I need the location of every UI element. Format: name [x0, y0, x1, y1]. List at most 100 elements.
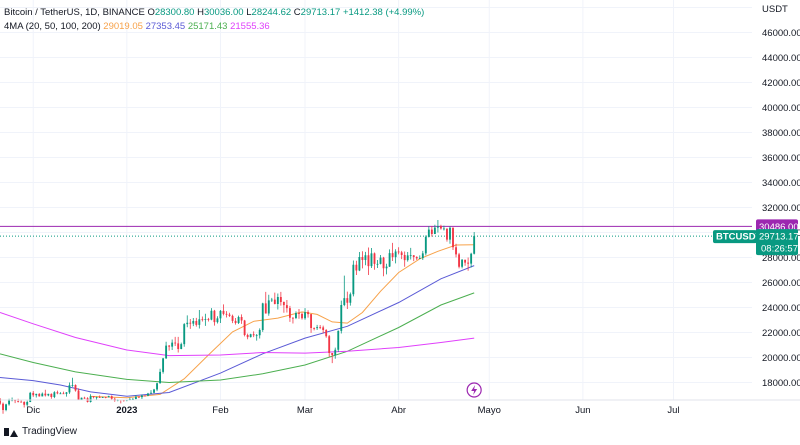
candle-body: [195, 321, 198, 325]
candle-body: [80, 397, 83, 400]
candle-body: [95, 397, 98, 398]
candle-body: [38, 393, 41, 397]
candle: [391, 242, 394, 261]
candle-body: [107, 396, 110, 398]
candle: [316, 324, 319, 330]
candle-body: [331, 353, 334, 356]
x-tick-label: Mar: [297, 405, 313, 416]
candle-body: [225, 313, 228, 315]
candle: [32, 391, 35, 397]
candle: [394, 249, 397, 264]
candle: [198, 310, 201, 329]
candle-body: [201, 319, 204, 321]
symbol-badge-text: BTCUSDT: [716, 232, 762, 243]
candle: [47, 393, 50, 397]
tradingview-watermark[interactable]: TradingView: [4, 426, 77, 437]
candle: [319, 325, 322, 330]
candle-body: [26, 402, 29, 405]
x-tick-label: Jul: [667, 405, 679, 416]
candle-body: [334, 349, 337, 356]
candle-body: [373, 253, 376, 264]
x-tick-label: Abr: [391, 405, 406, 416]
candle: [334, 347, 337, 359]
candle: [370, 248, 373, 268]
candle: [467, 257, 470, 271]
candle: [5, 403, 7, 412]
ma-line-1: [90, 244, 475, 399]
candle: [216, 316, 219, 324]
candle-body: [228, 314, 231, 316]
candle: [385, 263, 388, 275]
candle-body: [213, 310, 216, 323]
high-value: 30036.00: [203, 7, 244, 18]
high-key: H: [197, 7, 204, 18]
candle: [397, 247, 400, 255]
candle-body: [240, 317, 243, 321]
candle-body: [231, 315, 234, 321]
candle-body: [222, 310, 225, 314]
ma-indicator-label[interactable]: 4MA (20, 50, 100, 200): [4, 21, 101, 32]
candle-body: [412, 255, 415, 257]
candle-body: [349, 294, 352, 303]
candle-body: [427, 229, 430, 237]
candle-body: [307, 312, 309, 315]
candle-body: [41, 393, 44, 397]
candle: [364, 251, 367, 266]
candle: [180, 342, 183, 350]
candle-body: [273, 299, 276, 304]
candle: [358, 252, 361, 272]
symbol-badge: [713, 230, 757, 244]
y-axis-unit: USDT: [762, 4, 788, 15]
candle-body: [258, 330, 261, 336]
candle-body: [385, 266, 388, 269]
candle-body: [17, 401, 20, 402]
candle: [328, 335, 331, 357]
candle-body: [92, 396, 95, 398]
candle: [376, 260, 379, 268]
countdown-text: 08:26:57: [761, 244, 798, 255]
candle-body: [177, 343, 180, 349]
candle: [177, 336, 180, 353]
candle-body: [207, 319, 210, 320]
candle-body: [189, 322, 192, 324]
candle: [59, 392, 62, 395]
x-tick-label: Dic: [26, 405, 40, 416]
candle: [430, 226, 433, 237]
candle-body: [234, 320, 237, 323]
candle-body: [144, 395, 146, 397]
candle: [17, 398, 20, 403]
candle: [361, 251, 364, 269]
candle: [267, 294, 270, 316]
candle-body: [252, 334, 255, 336]
candle: [255, 334, 258, 341]
y-tick-label: 24000.00: [762, 303, 800, 314]
candle-body: [83, 397, 86, 399]
candle-body: [430, 229, 433, 234]
candle-body: [35, 393, 38, 396]
candle-body: [295, 313, 297, 318]
candle-body: [316, 327, 319, 329]
candle: [156, 382, 158, 392]
candle: [446, 228, 448, 242]
event-lightning-icon[interactable]: [466, 382, 482, 398]
candle-body: [418, 258, 421, 259]
candle: [101, 396, 104, 398]
candle-body: [285, 305, 288, 309]
y-tick-label: 36000.00: [762, 153, 800, 164]
candle: [213, 309, 216, 326]
candle: [367, 247, 370, 275]
candle: [153, 388, 155, 394]
candle: [2, 402, 4, 414]
candle-body: [59, 393, 62, 395]
candle-body: [328, 336, 331, 353]
candle-body: [56, 392, 59, 394]
candle: [141, 394, 143, 399]
candle: [89, 394, 92, 403]
candle-body: [8, 400, 10, 405]
candle-body: [171, 342, 174, 347]
candle: [144, 395, 146, 397]
candle-body: [337, 330, 340, 350]
candle: [325, 329, 328, 338]
candle: [65, 392, 68, 397]
